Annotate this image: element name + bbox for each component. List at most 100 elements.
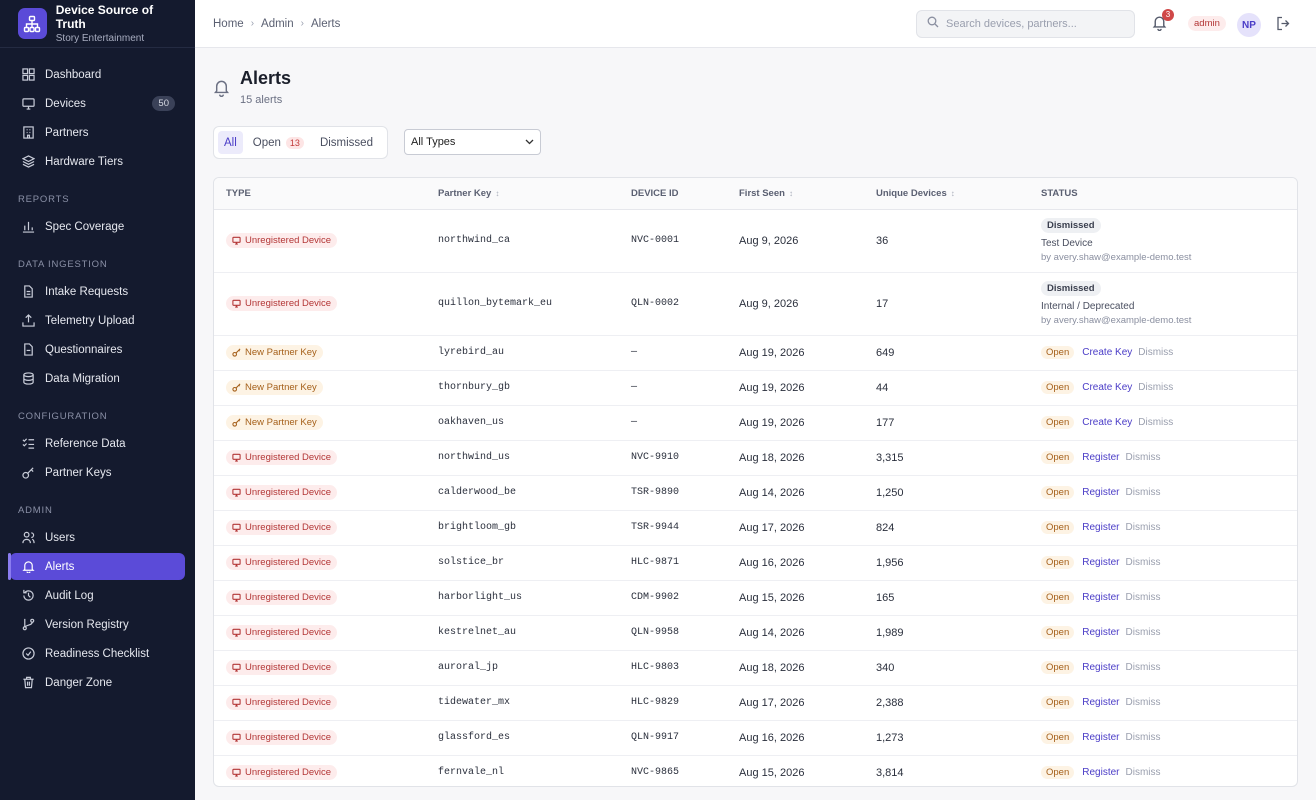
notifications-button[interactable]: 3 <box>1152 9 1174 33</box>
type-badge: Unregistered Device <box>226 233 338 248</box>
register-button[interactable]: Register <box>1082 767 1120 778</box>
breadcrumb-admin[interactable]: Admin <box>261 17 294 30</box>
dismiss-button[interactable]: Dismiss <box>1138 417 1174 428</box>
cell-partner-key: northwind_ca <box>426 209 619 273</box>
register-button[interactable]: Register <box>1082 592 1120 603</box>
brand[interactable]: Device Source of Truth Story Entertainme… <box>0 0 195 48</box>
sidebar-item-version-registry[interactable]: Version Registry <box>10 611 185 638</box>
register-button[interactable]: Register <box>1082 522 1120 533</box>
column-header-unique-devices[interactable]: Unique Devices ↕ <box>864 178 1029 210</box>
register-button[interactable]: Register <box>1082 662 1120 673</box>
brand-title: Device Source of Truth <box>55 3 154 31</box>
type-filter-select[interactable]: All Types <box>404 129 541 155</box>
cell-device-id: — <box>619 335 727 371</box>
cell-unique-devices: 1,956 <box>864 545 1029 581</box>
dismiss-button[interactable]: Dismiss <box>1125 627 1161 638</box>
tab-open[interactable]: Open 13 <box>247 131 310 154</box>
monitor-icon <box>232 698 241 707</box>
cell-status: Open Register Dismiss <box>1029 440 1297 476</box>
status-badge: Open <box>1041 731 1075 744</box>
dismiss-button[interactable]: Dismiss <box>1125 592 1161 603</box>
cell-type: Unregistered Device <box>214 580 426 616</box>
cell-partner-key: oakhaven_us <box>426 405 619 441</box>
register-button[interactable]: Register <box>1082 452 1120 463</box>
tab-all[interactable]: All <box>218 131 243 154</box>
type-badge: Unregistered Device <box>226 520 338 535</box>
dismiss-button[interactable]: Dismiss <box>1125 662 1161 673</box>
sidebar-item-intake-requests[interactable]: Intake Requests <box>10 278 185 305</box>
type-badge: Unregistered Device <box>226 296 338 311</box>
check-circle-icon <box>21 647 35 661</box>
avatar[interactable]: NP <box>1237 13 1261 37</box>
create-key-button[interactable]: Create Key <box>1082 417 1133 428</box>
dismiss-button[interactable]: Dismiss <box>1125 767 1161 778</box>
sidebar-item-spec-coverage[interactable]: Spec Coverage <box>10 213 185 240</box>
sidebar-item-danger-zone[interactable]: Danger Zone <box>10 669 185 696</box>
sidebar-item-label: Partners <box>45 126 89 139</box>
dismiss-button[interactable]: Dismiss <box>1125 522 1161 533</box>
cell-unique-devices: 824 <box>864 510 1029 546</box>
cell-status: Open Register Dismiss <box>1029 685 1297 721</box>
sidebar-item-telemetry-upload[interactable]: Telemetry Upload <box>10 307 185 334</box>
sidebar-item-label: Alerts <box>45 560 75 573</box>
tab-dismissed[interactable]: Dismissed <box>314 131 379 154</box>
register-button[interactable]: Register <box>1082 732 1120 743</box>
dismiss-button[interactable]: Dismiss <box>1125 557 1161 568</box>
dismiss-button[interactable]: Dismiss <box>1138 347 1174 358</box>
sidebar-item-hardware-tiers[interactable]: Hardware Tiers <box>10 148 185 175</box>
dismiss-button[interactable]: Dismiss <box>1125 732 1161 743</box>
breadcrumb-home[interactable]: Home <box>213 17 244 30</box>
register-button[interactable]: Register <box>1082 697 1120 708</box>
cell-first-seen: Aug 18, 2026 <box>727 650 864 686</box>
type-badge: Unregistered Device <box>226 765 338 780</box>
page-subtitle: 15 alerts <box>240 94 283 106</box>
dismiss-button[interactable]: Dismiss <box>1125 697 1161 708</box>
cell-status: Open Register Dismiss <box>1029 755 1297 786</box>
logout-button[interactable] <box>1276 16 1292 32</box>
dismiss-button[interactable]: Dismiss <box>1138 382 1174 393</box>
status-badge: Open <box>1041 626 1075 639</box>
monitor-icon <box>232 453 241 462</box>
section-admin: ADMIN <box>18 505 53 516</box>
sidebar-item-devices[interactable]: Devices 50 <box>10 90 185 117</box>
users-icon <box>21 531 35 545</box>
dismiss-button[interactable]: Dismiss <box>1125 452 1161 463</box>
sidebar-item-users[interactable]: Users <box>10 524 185 551</box>
status-badge: Open <box>1041 696 1075 709</box>
search-box[interactable] <box>916 10 1135 38</box>
devices-count-badge: 50 <box>152 96 175 111</box>
cell-first-seen: Aug 19, 2026 <box>727 335 864 371</box>
create-key-button[interactable]: Create Key <box>1082 347 1133 358</box>
dismiss-button[interactable]: Dismiss <box>1125 487 1161 498</box>
table-row: Unregistered Device auroral_jp HLC-9803 Aug… <box>214 650 1297 686</box>
monitor-icon <box>232 523 241 532</box>
sidebar-item-questionnaires[interactable]: Questionnaires <box>10 336 185 363</box>
type-label: Unregistered Device <box>245 487 332 498</box>
cell-first-seen: Aug 19, 2026 <box>727 405 864 441</box>
status-badge: Open <box>1041 451 1075 464</box>
sidebar-item-label: Questionnaires <box>45 343 123 356</box>
sidebar-item-dashboard[interactable]: Dashboard <box>10 61 185 88</box>
sidebar-item-readiness-checklist[interactable]: Readiness Checklist <box>10 640 185 667</box>
sidebar-item-data-migration[interactable]: Data Migration <box>10 365 185 392</box>
sidebar-item-partners[interactable]: Partners <box>10 119 185 146</box>
cell-type: New Partner Key <box>214 335 426 371</box>
sidebar-item-alerts[interactable]: Alerts <box>8 553 185 580</box>
status-badge: Open <box>1041 346 1075 359</box>
sidebar-item-reference-data[interactable]: Reference Data <box>10 430 185 457</box>
search-input[interactable] <box>946 18 1126 30</box>
column-header-partner-key[interactable]: Partner Key ↕ <box>426 178 619 210</box>
file-icon <box>21 285 35 299</box>
register-button[interactable]: Register <box>1082 557 1120 568</box>
sidebar-item-audit-log[interactable]: Audit Log <box>10 582 185 609</box>
section-reports: REPORTS <box>18 194 70 205</box>
sidebar-item-partner-keys[interactable]: Partner Keys <box>10 459 185 486</box>
open-count-badge: 13 <box>285 136 304 149</box>
register-button[interactable]: Register <box>1082 627 1120 638</box>
table-row: Unregistered Device glassford_es QLN-9917 A… <box>214 720 1297 756</box>
column-header-first-seen[interactable]: First Seen ↕ <box>727 178 864 210</box>
type-badge: Unregistered Device <box>226 590 338 605</box>
create-key-button[interactable]: Create Key <box>1082 382 1133 393</box>
register-button[interactable]: Register <box>1082 487 1120 498</box>
monitor-icon <box>232 768 241 777</box>
